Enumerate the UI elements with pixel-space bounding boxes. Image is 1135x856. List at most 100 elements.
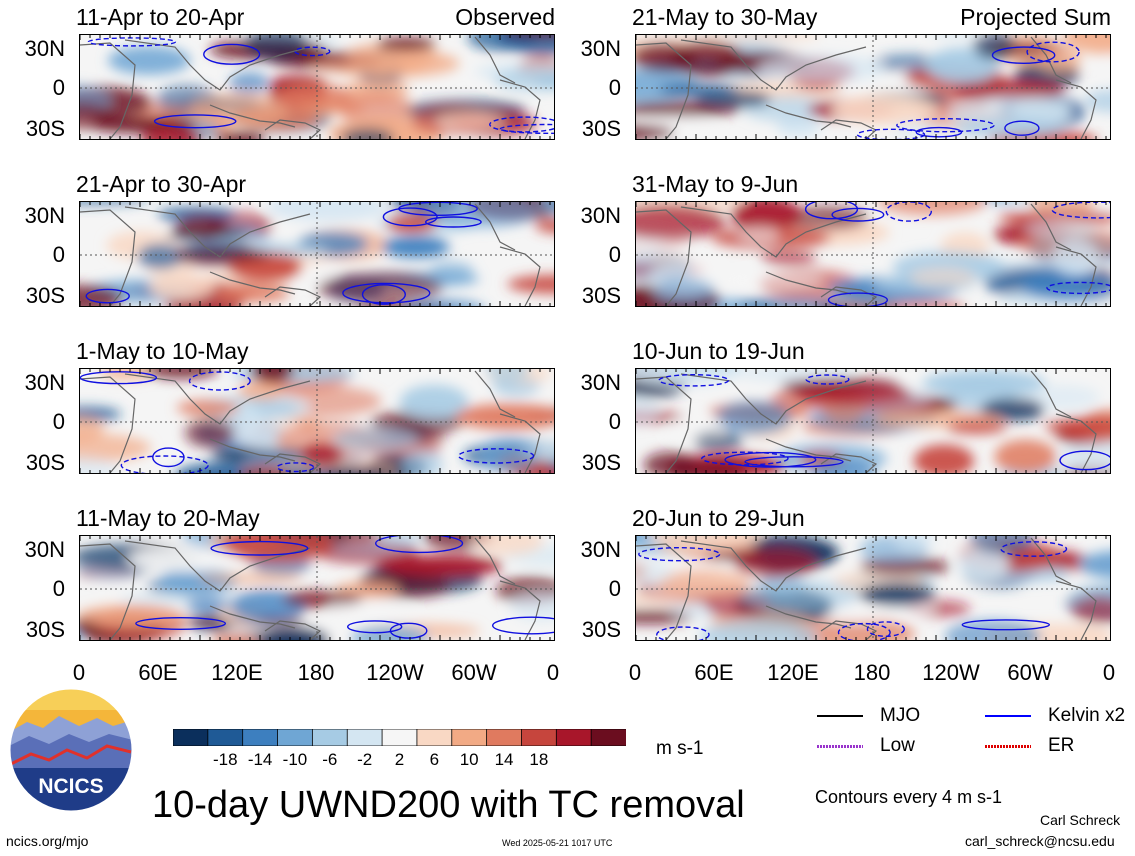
colorbar-swatch — [590, 728, 627, 747]
continent-outlines — [80, 203, 541, 306]
legend-swatch — [985, 715, 1031, 717]
colorbar-tick-label: 14 — [494, 750, 514, 769]
lat-label: 0 — [52, 75, 65, 100]
colorbar-tick-label: -2 — [357, 750, 373, 769]
logo-text: NCICS — [38, 775, 103, 798]
axis-ticks — [636, 35, 1107, 139]
colorbar-swatch — [311, 728, 349, 747]
colorbar-tick-label: 18 — [529, 750, 549, 769]
panel-title: 10-Jun to 19-Jun — [632, 338, 805, 364]
lon-label: 120W — [922, 660, 980, 685]
panel-tag: Observed — [455, 4, 555, 30]
lat-label: 30S — [581, 450, 621, 475]
colorbar — [172, 728, 627, 747]
lat-label: 30N — [24, 203, 65, 228]
wind-anomaly-map — [636, 202, 1110, 306]
lon-label: 0 — [72, 660, 86, 685]
colorbar-swatch — [207, 728, 244, 747]
footer-email: carl_schreck@ncsu.edu — [965, 833, 1115, 849]
lat-label: 30S — [581, 116, 621, 141]
panel-title: 1-May to 10-May — [76, 338, 249, 364]
lat-label: 30N — [24, 36, 65, 61]
colorbar-swatch — [381, 728, 418, 747]
lat-label: 30S — [25, 617, 65, 642]
map-panel — [635, 34, 1111, 140]
lon-label: 0 — [546, 660, 560, 685]
colorbar-tick-label: 6 — [429, 750, 440, 769]
legend-swatch — [817, 745, 863, 748]
lat-label: 0 — [52, 409, 65, 434]
continent-outlines — [80, 537, 541, 640]
map-panel — [635, 368, 1111, 474]
axis-ticks — [80, 536, 551, 640]
colorbar-tick-label: 10 — [459, 750, 479, 769]
kelvin-contours — [87, 37, 554, 134]
legend-label: Kelvin x2 — [1048, 705, 1126, 726]
kelvin-contours — [85, 202, 482, 305]
colorbar-swatch — [486, 728, 523, 747]
colorbar-swatch — [555, 728, 593, 747]
lat-label: 0 — [608, 242, 621, 267]
lat-label: 30N — [24, 537, 65, 562]
legend-swatch — [817, 715, 863, 717]
footer-url: ncics.org/mjo — [6, 833, 89, 849]
lon-label: 120E — [211, 660, 263, 685]
lat-label: 0 — [608, 75, 621, 100]
axis-ticks — [636, 202, 1107, 306]
lat-label: 30S — [25, 283, 65, 308]
legend-label: ER — [1048, 735, 1075, 756]
lon-label: 60W — [1007, 660, 1053, 685]
lat-label: 30S — [581, 617, 621, 642]
colorbar-tick-label: -14 — [247, 750, 273, 769]
lon-label: 180 — [853, 660, 891, 685]
ncics-logo: NCICS — [9, 688, 133, 812]
kelvin-contours — [135, 536, 554, 639]
axis-ticks — [80, 369, 551, 473]
panel-title: 21-May to 30-May — [632, 4, 818, 30]
continent-outlines — [636, 370, 1097, 473]
map-panel — [635, 535, 1111, 641]
colorbar-swatch — [277, 728, 314, 747]
lat-label: 0 — [52, 242, 65, 267]
panel-title: 11-May to 20-May — [76, 505, 260, 531]
wind-anomaly-map — [80, 369, 554, 473]
colorbar-swatch — [346, 728, 383, 747]
legend-swatch — [985, 745, 1031, 748]
lat-label: 0 — [608, 409, 621, 434]
main-title: 10-day UWND200 with TC removal — [152, 784, 745, 826]
lat-label: 30N — [580, 370, 621, 395]
lon-label: 0 — [1102, 660, 1116, 685]
wind-anomaly-map — [636, 35, 1110, 139]
colorbar-swatch — [242, 728, 279, 747]
lon-label: 0 — [628, 660, 642, 685]
lon-label: 60E — [138, 660, 178, 685]
axis-ticks — [80, 35, 551, 139]
map-panel — [79, 34, 555, 140]
continent-outlines — [80, 370, 541, 473]
contour-note: Contours every 4 m s-1 — [815, 787, 1003, 807]
wind-anomaly-map — [80, 202, 554, 306]
map-panel — [79, 535, 555, 641]
lat-label: 30N — [580, 537, 621, 562]
continent-outlines — [80, 36, 541, 139]
panel-tag: Projected Sum — [960, 4, 1111, 30]
axis-ticks — [636, 369, 1107, 473]
lon-label: 120W — [366, 660, 424, 685]
panel-title: 11-Apr to 20-Apr — [76, 4, 245, 30]
panel-title: 20-Jun to 29-Jun — [632, 505, 805, 531]
colorbar-tick-label: 2 — [394, 750, 405, 769]
continent-outlines — [636, 36, 1097, 139]
lat-label: 30N — [580, 36, 621, 61]
colorbar-swatch — [416, 728, 453, 747]
kelvin-contours — [804, 202, 1110, 306]
panel-title: 31-May to 9-Jun — [632, 171, 799, 197]
colorbar-tick-label: -6 — [322, 750, 338, 769]
map-panel — [635, 201, 1111, 307]
legend-label: Low — [880, 735, 915, 756]
map-panel — [79, 368, 555, 474]
lon-label: 60W — [451, 660, 497, 685]
lon-label: 180 — [297, 660, 335, 685]
lat-label: 0 — [608, 576, 621, 601]
lat-label: 30S — [25, 116, 65, 141]
colorbar-tick-label: -18 — [212, 750, 238, 769]
